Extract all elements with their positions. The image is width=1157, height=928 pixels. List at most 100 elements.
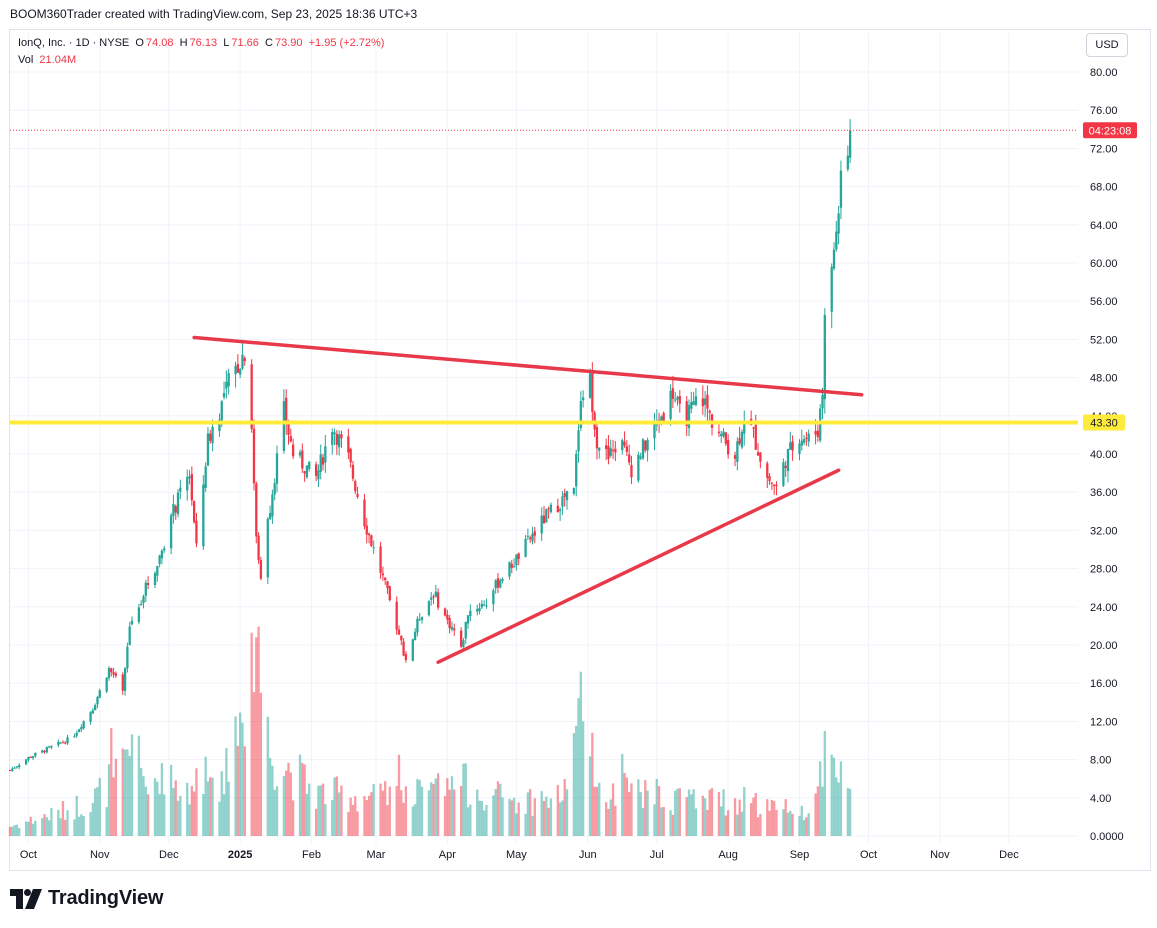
candle-body [222, 392, 226, 398]
volume-bar [308, 783, 311, 836]
candle [222, 381, 226, 400]
candle-body [614, 448, 617, 453]
candle-body [676, 397, 679, 400]
symbol-info[interactable]: IonQ, Inc. · 1D · NYSE [18, 37, 130, 49]
volume-bar [639, 792, 642, 836]
volume-bar [485, 804, 488, 836]
volume-bar [227, 781, 230, 836]
volume-bar [671, 814, 675, 836]
candle-body [639, 456, 642, 459]
volume-label: Vol [18, 54, 34, 66]
candle-body [112, 672, 115, 675]
candle [614, 441, 617, 461]
candle [531, 526, 534, 545]
candle [388, 585, 391, 602]
volume-bar [798, 815, 801, 836]
volume-bar [775, 809, 778, 836]
candle-body [82, 721, 85, 729]
volume-bar [259, 692, 263, 836]
volume-bar [107, 764, 111, 836]
volume-bar [501, 797, 504, 836]
candle-body [80, 727, 83, 730]
candle-body [41, 750, 44, 753]
x-tick-label: Sep [790, 849, 810, 861]
candle-body [96, 697, 99, 705]
candle-body [591, 372, 594, 413]
candle-body [234, 365, 237, 375]
candle [47, 745, 51, 749]
volume-bar [708, 789, 711, 836]
candle [446, 609, 449, 625]
candle [31, 755, 35, 761]
candle [782, 458, 785, 488]
candle-body [692, 401, 695, 405]
volume-bar [317, 785, 320, 836]
candle [733, 451, 737, 467]
volume-bar [743, 787, 746, 836]
candle [604, 438, 608, 461]
candle-body [800, 440, 803, 446]
candle-body [807, 433, 810, 442]
candle [190, 466, 193, 506]
volume-bar [802, 819, 806, 836]
volume-bar [773, 801, 776, 836]
candle [94, 703, 97, 711]
volume-bar [363, 796, 366, 836]
candle-body [740, 431, 744, 448]
volume-bar [533, 798, 536, 836]
candle-body [623, 441, 626, 446]
candle [255, 481, 258, 544]
candle [563, 488, 566, 507]
candle [333, 428, 336, 446]
tradingview-brand[interactable]: TradingView [10, 887, 163, 910]
y-tick-label: 28.00 [1090, 564, 1118, 576]
volume-bar [331, 800, 334, 836]
volume-bar [529, 789, 532, 836]
volume-bar [13, 825, 16, 836]
volume-bar [646, 790, 649, 836]
volume-bar [404, 786, 408, 836]
candle-body [123, 667, 127, 691]
candle-body [743, 422, 746, 434]
candle-body [50, 746, 53, 748]
candle-body [172, 504, 175, 516]
candle [252, 419, 256, 491]
volume-bar [47, 820, 51, 836]
candle [766, 461, 769, 488]
volume-bar [75, 795, 78, 836]
volume-bar [430, 782, 433, 836]
candle-body [192, 501, 196, 523]
candle [798, 439, 801, 461]
candle [227, 368, 230, 395]
candle-body [333, 432, 336, 435]
high-label: H [179, 37, 188, 49]
candle-body [291, 444, 295, 457]
candle [839, 160, 843, 220]
candle [420, 616, 424, 624]
candle-body [526, 535, 530, 537]
candle [674, 391, 677, 403]
volume-bar [243, 746, 246, 836]
volume-bar [347, 812, 350, 836]
candle-body [561, 496, 564, 507]
candle-body [275, 453, 279, 484]
volume-bar [110, 728, 113, 836]
candle-body [759, 452, 762, 462]
currency-button[interactable]: USD [1086, 33, 1128, 57]
candle-body [45, 747, 48, 753]
candle [494, 579, 497, 594]
candle [400, 635, 403, 646]
candle [234, 361, 237, 388]
candle-body [653, 423, 656, 439]
candle [722, 428, 725, 439]
volume-bar [172, 787, 175, 836]
candle [96, 695, 99, 709]
volume-bar [821, 786, 824, 836]
candle [66, 734, 69, 745]
candle [724, 432, 727, 447]
candle [340, 430, 343, 448]
candle [706, 385, 709, 422]
candle [485, 598, 488, 609]
volume-bar [73, 819, 76, 836]
